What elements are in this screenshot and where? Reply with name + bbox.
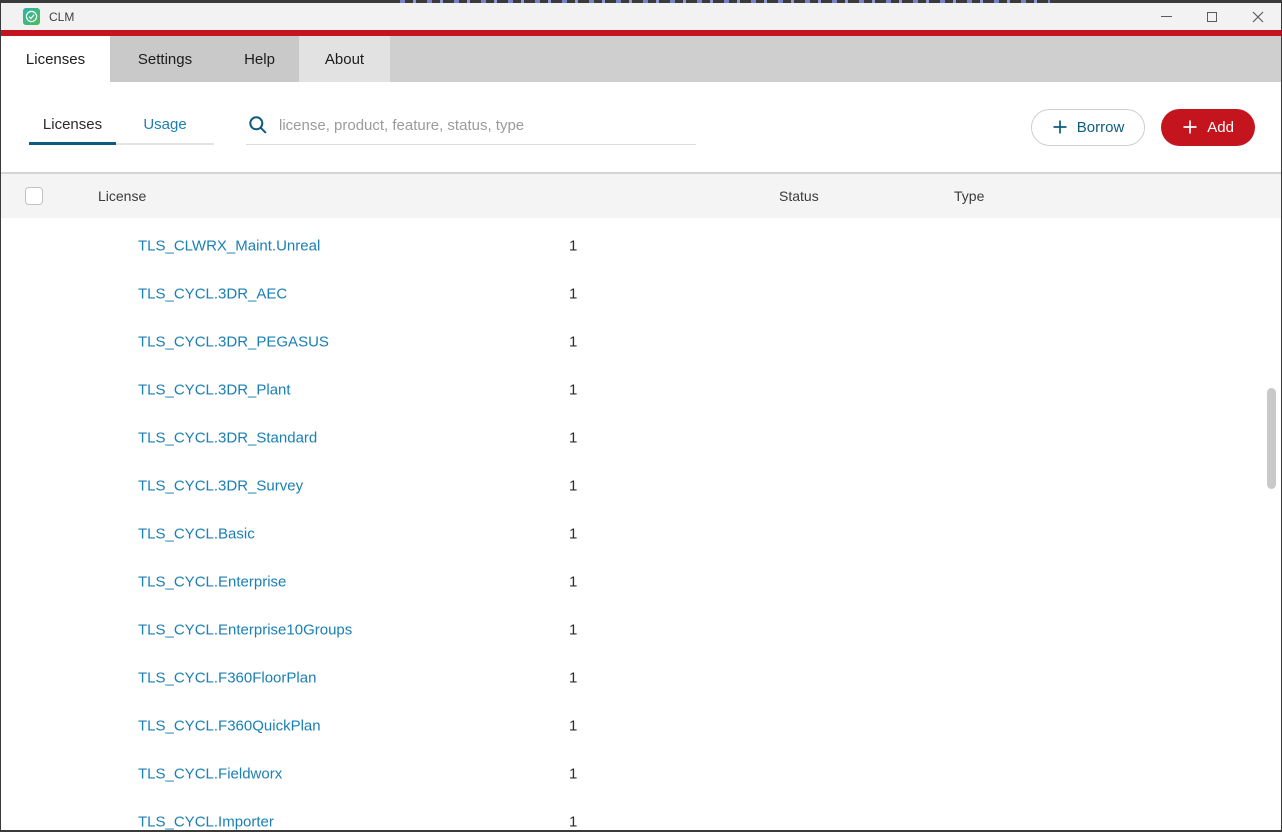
- menu-tab-licenses[interactable]: Licenses: [1, 36, 110, 82]
- license-count: 1: [569, 669, 578, 687]
- license-link[interactable]: TLS_CYCL.Enterprise10Groups: [138, 621, 353, 639]
- license-link[interactable]: TLS_CYCL.3DR_PEGASUS: [138, 333, 329, 351]
- borrow-button[interactable]: Borrow: [1030, 108, 1146, 146]
- search-icon: [248, 115, 268, 135]
- window-title: CLM: [49, 9, 75, 24]
- license-count: 1: [569, 429, 578, 447]
- license-link[interactable]: TLS_CYCL.3DR_Plant: [138, 381, 291, 399]
- license-link[interactable]: TLS_CYCL.Fieldworx: [138, 765, 283, 783]
- table-header: License Status Type: [1, 172, 1281, 218]
- license-count: 1: [569, 381, 578, 399]
- column-header-license[interactable]: License: [98, 188, 147, 204]
- table-row: TLS_CYCL.Fieldworx 1: [1, 750, 1281, 798]
- license-link[interactable]: TLS_CYCL.3DR_AEC: [138, 285, 288, 303]
- borrow-button-label: Borrow: [1076, 118, 1125, 136]
- license-count: 1: [569, 765, 578, 783]
- license-link[interactable]: TLS_CYCL.Basic: [138, 525, 255, 543]
- table-row: TLS_CYCL.Enterprise 1: [1, 558, 1281, 606]
- license-link[interactable]: TLS_CYCL.Enterprise: [138, 573, 287, 591]
- background-taskbar-strip: [400, 0, 1050, 3]
- license-count: 1: [569, 525, 578, 543]
- vertical-scrollbar-thumb[interactable]: [1267, 388, 1276, 489]
- license-link[interactable]: TLS_CLWRX_Maint.Unreal: [138, 237, 321, 255]
- close-icon[interactable]: [1235, 3, 1281, 30]
- add-button-label: Add: [1207, 118, 1234, 136]
- table-row: TLS_CYCL.3DR_Standard 1: [1, 414, 1281, 462]
- app-logo-icon: [23, 8, 40, 25]
- license-link[interactable]: TLS_CYCL.3DR_Survey: [138, 477, 304, 495]
- maximize-icon[interactable]: [1189, 3, 1235, 30]
- table-row: TLS_CYCL.3DR_Survey 1: [1, 462, 1281, 510]
- license-link[interactable]: TLS_CYCL.3DR_Standard: [138, 429, 318, 447]
- title-bar: CLM: [1, 3, 1281, 30]
- plus-icon: [1182, 119, 1198, 135]
- add-button[interactable]: Add: [1161, 108, 1255, 146]
- column-header-type[interactable]: Type: [954, 188, 985, 204]
- table-row: TLS_CYCL.Enterprise10Groups 1: [1, 606, 1281, 654]
- table-row: TLS_CYCL.3DR_PEGASUS 1: [1, 318, 1281, 366]
- search-field[interactable]: [246, 109, 696, 145]
- menu-tab-about[interactable]: About: [299, 36, 390, 82]
- table-row: TLS_CYCL.F360QuickPlan 1: [1, 702, 1281, 750]
- license-count: 1: [569, 621, 578, 639]
- menu-tab-settings[interactable]: Settings: [110, 36, 220, 82]
- app-window: CLM Licenses Settings Help About License…: [1, 3, 1281, 830]
- license-count: 1: [569, 333, 578, 351]
- license-count: 1: [569, 237, 578, 255]
- select-all-checkbox[interactable]: [25, 187, 43, 205]
- license-count: 1: [569, 813, 578, 831]
- column-header-status[interactable]: Status: [779, 188, 819, 204]
- accent-divider: [1, 30, 1281, 36]
- table-row: TLS_CLWRX_Maint.Unreal 1: [1, 222, 1281, 270]
- table-row: TLS_CYCL.F360FloorPlan 1: [1, 654, 1281, 702]
- license-count: 1: [569, 717, 578, 735]
- license-count: 1: [569, 477, 578, 495]
- license-link[interactable]: TLS_CYCL.F360QuickPlan: [138, 717, 321, 735]
- license-link[interactable]: TLS_CYCL.Importer: [138, 813, 274, 831]
- license-link[interactable]: TLS_CYCL.F360FloorPlan: [138, 669, 317, 687]
- view-tab-usage[interactable]: Usage: [116, 110, 214, 145]
- toolbar: Licenses Usage Borrow: [1, 82, 1281, 172]
- table-row: TLS_CYCL.Importer 1: [1, 798, 1281, 831]
- view-tab-licenses[interactable]: Licenses: [29, 110, 116, 145]
- license-rows: TLS_CLWRX_Maint.Unreal 1 TLS_CYCL.3DR_AEC 1…: [1, 218, 1281, 831]
- license-count: 1: [569, 573, 578, 591]
- minimize-icon[interactable]: [1143, 3, 1189, 30]
- license-count: 1: [569, 285, 578, 303]
- plus-icon: [1052, 119, 1068, 135]
- table-row: TLS_CYCL.3DR_Plant 1: [1, 366, 1281, 414]
- search-input[interactable]: [279, 116, 694, 134]
- main-content: Licenses Usage Borrow: [1, 82, 1281, 830]
- table-row: TLS_CYCL.Basic 1: [1, 510, 1281, 558]
- menu-tab-help[interactable]: Help: [220, 36, 299, 82]
- table-row: TLS_CYCL.3DR_AEC 1: [1, 270, 1281, 318]
- window-controls: [1143, 3, 1281, 30]
- menu-tab-bar: Licenses Settings Help About: [1, 36, 1281, 82]
